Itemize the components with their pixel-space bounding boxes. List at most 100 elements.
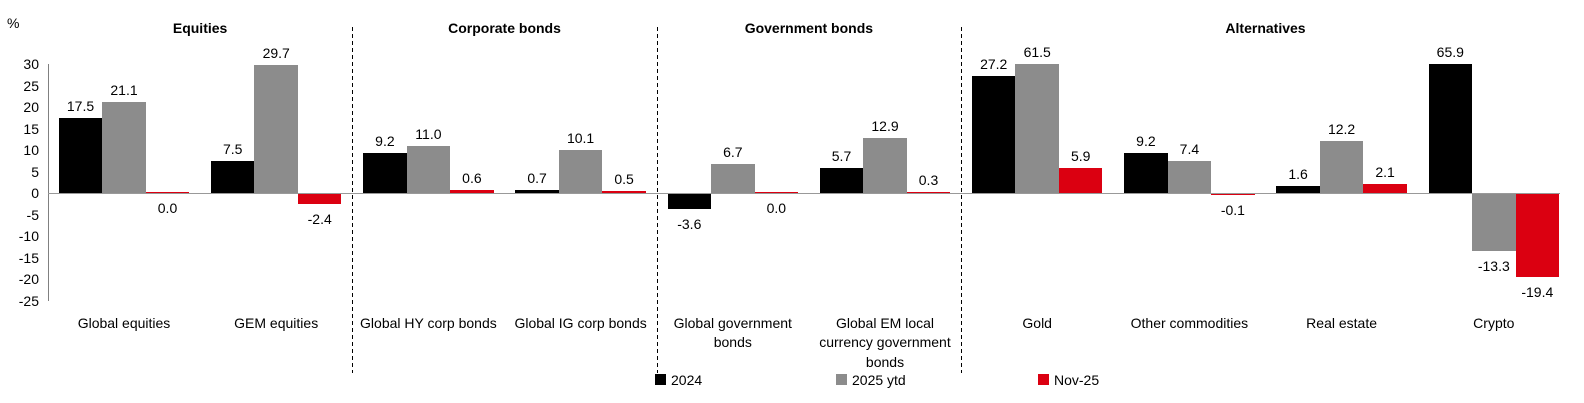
category-label: GEM equities [234, 315, 319, 331]
bar-value-label: 9.2 [375, 133, 395, 150]
bar [602, 190, 646, 193]
category-label: Other commodities [1130, 315, 1249, 331]
y-tick-label: 10 [23, 142, 39, 158]
bar [667, 194, 712, 210]
bar-value-label: 7.4 [1179, 141, 1200, 158]
section-title: Equities [172, 20, 228, 36]
bar [297, 194, 342, 205]
bar-value-label: 0.5 [614, 170, 634, 187]
bar [1276, 186, 1320, 193]
bar-value-label: 29.7 [262, 45, 290, 62]
section-separator [961, 27, 963, 373]
zero-baseline [48, 193, 1560, 194]
category-label: Global equities [77, 315, 171, 331]
category-label: Global IG corp bonds [514, 315, 647, 331]
section-title: Alternatives [1225, 20, 1306, 36]
y-tick-label: 15 [23, 120, 39, 137]
section-title: Government bonds [744, 20, 874, 36]
legend-item: 2024 [655, 371, 702, 389]
legend-item: 2025 ytd [836, 371, 906, 389]
bar-value-label: 17.5 [66, 97, 95, 114]
y-axis-unit-label: % [7, 15, 20, 31]
legend-item: Nov-25 [1038, 371, 1099, 389]
bar [1319, 140, 1364, 193]
bar-value-label: 2.1 [1375, 163, 1395, 180]
section-title: Corporate bonds [448, 20, 561, 36]
bar-value-label: 65.9 [1436, 44, 1464, 60]
bar [711, 164, 755, 193]
bar-value-label: 12.9 [871, 117, 899, 134]
bar [210, 160, 255, 193]
bar-value-label: 6.7 [723, 144, 743, 161]
y-tick-label: 20 [23, 99, 39, 115]
y-tick-label: 5 [31, 163, 39, 180]
bar-value-label: -19.4 [1521, 284, 1554, 301]
bar [558, 149, 603, 193]
legend-label: 2025 ytd [852, 372, 906, 388]
bar [1211, 194, 1255, 196]
bar [515, 189, 559, 193]
bar [1515, 194, 1560, 278]
legend-swatch [655, 374, 666, 385]
legend-swatch [1038, 374, 1049, 385]
bar-value-label: -3.6 [677, 216, 702, 233]
bar [450, 190, 494, 193]
legend-label: 2024 [671, 372, 703, 388]
bar [406, 145, 451, 193]
bar-value-label: 9.2 [1136, 133, 1156, 150]
bar [254, 65, 298, 193]
bar [754, 191, 799, 193]
bar-value-label: 0.0 [766, 200, 787, 216]
bar [363, 153, 407, 193]
bar [819, 168, 864, 193]
category-label: Global HY corp bonds [360, 315, 497, 331]
bar [1472, 194, 1516, 252]
bar [1015, 64, 1059, 193]
bar-value-label: 5.7 [831, 148, 852, 165]
category-label: Global government bonds [673, 315, 792, 351]
category-label: Real estate [1306, 315, 1377, 331]
bar [1058, 167, 1103, 193]
bar-value-label: 5.9 [1070, 147, 1091, 164]
y-tick-label: -10 [18, 228, 39, 244]
y-tick-label: -25 [18, 292, 39, 309]
bar [1124, 153, 1168, 193]
bar-value-label: 0.7 [527, 169, 547, 186]
bar-value-label: -0.1 [1220, 202, 1245, 219]
bar-value-label: -13.3 [1477, 258, 1510, 275]
bar-value-label: 7.5 [222, 140, 243, 157]
bar-value-label: 0.6 [462, 170, 482, 187]
bar [863, 137, 907, 193]
bar [1167, 161, 1212, 193]
bar-value-label: -2.4 [307, 211, 332, 228]
bar-value-label: 12.2 [1327, 120, 1356, 137]
bar [58, 117, 103, 193]
bar-value-label: 1.6 [1288, 166, 1308, 183]
section-separator [656, 27, 658, 373]
y-tick-label: 25 [23, 77, 39, 94]
category-label: Global EM local currency government bond… [819, 315, 951, 370]
category-label: Crypto [1473, 315, 1515, 331]
section-separator [352, 27, 354, 373]
y-tick-label: -20 [18, 271, 39, 287]
bar-value-label: 0.3 [918, 171, 939, 188]
category-label: Gold [1022, 315, 1052, 331]
bar [1428, 64, 1473, 193]
y-tick-label: 30 [23, 56, 39, 72]
bar-value-label: 27.2 [980, 56, 1008, 73]
bar-value-label: 21.1 [110, 82, 138, 99]
y-tick-label: -15 [18, 249, 39, 266]
bar-value-label: 61.5 [1023, 44, 1051, 60]
bar [906, 191, 951, 193]
bar-value-label: 0.0 [157, 200, 178, 216]
y-axis-line [48, 64, 49, 301]
bar [971, 76, 1016, 193]
legend-label: Nov-25 [1054, 372, 1100, 388]
legend-swatch [836, 374, 847, 385]
bar-value-label: 10.1 [566, 129, 595, 146]
bar [1363, 183, 1407, 193]
bar [145, 191, 190, 193]
y-tick-label: 0 [31, 185, 39, 201]
y-tick-label: -5 [26, 206, 39, 223]
